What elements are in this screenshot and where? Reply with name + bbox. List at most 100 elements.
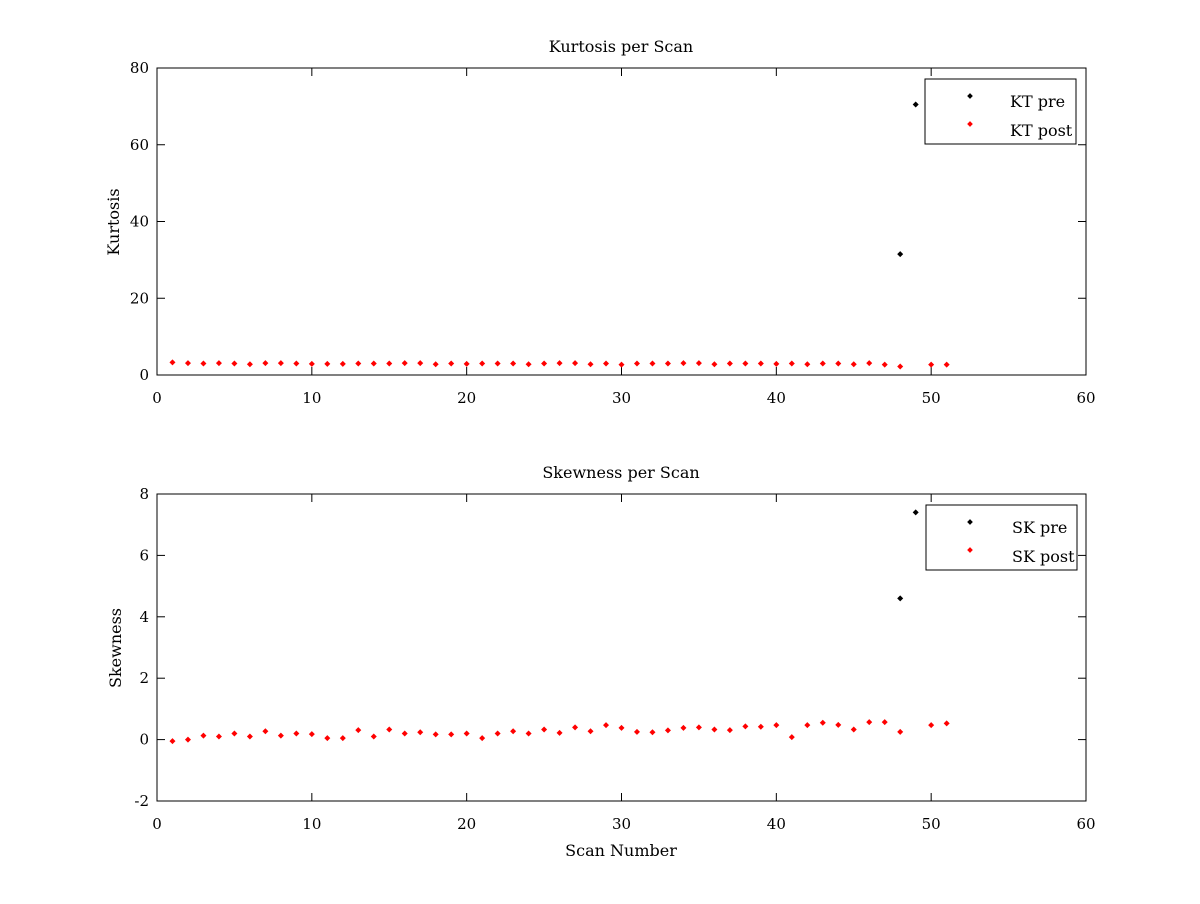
data-point-sk-post <box>370 733 377 740</box>
data-point-kt-post <box>680 360 687 367</box>
data-point-sk-post <box>448 731 455 738</box>
data-point-kt-post <box>572 360 579 367</box>
data-point-sk-post <box>556 729 563 736</box>
kurtosis-x-tick-label: 20 <box>457 389 476 407</box>
data-point-kt-post <box>463 360 470 367</box>
data-point-sk-post <box>339 735 346 742</box>
skewness-y-tick-label: 0 <box>139 731 149 749</box>
data-point-kt-post <box>308 360 315 367</box>
data-point-kt-post <box>881 361 888 368</box>
kurtosis-x-tick-label: 30 <box>612 389 631 407</box>
kurtosis-ticks: 0 10 20 30 40 50 60 0 20 40 60 80 <box>130 59 1096 407</box>
data-point-kt-post <box>277 360 284 367</box>
data-point-sk-post <box>541 726 548 733</box>
data-point-sk-post <box>943 720 950 727</box>
kurtosis-legend-box <box>924 78 1077 145</box>
data-point-sk-post <box>835 721 842 728</box>
skewness-x-tick-label: 0 <box>152 815 162 833</box>
skewness-y-tick-label: 2 <box>139 669 149 687</box>
data-point-kt-post <box>401 360 408 367</box>
data-point-sk-post <box>200 732 207 739</box>
data-point-kt-post <box>773 360 780 367</box>
data-point-sk-post <box>757 723 764 730</box>
data-point-sk-post <box>618 724 625 731</box>
data-point-sk-post <box>215 733 222 740</box>
data-point-sk-post <box>308 731 315 738</box>
data-point-kt-post <box>525 361 532 368</box>
data-point-kt-pre <box>897 251 904 258</box>
skewness-y-axis-label: Skewness <box>106 608 125 688</box>
data-point-kt-pre <box>912 101 919 108</box>
data-point-sk-post <box>417 729 424 736</box>
data-point-sk-post <box>633 728 640 735</box>
data-point-sk-pre <box>897 595 904 602</box>
data-point-kt-post <box>262 360 269 367</box>
data-point-sk-post <box>386 726 393 733</box>
legend-label-sk-post: SK post <box>1012 547 1075 566</box>
data-point-kt-post <box>819 360 826 367</box>
data-point-kt-post <box>200 360 207 367</box>
data-point-sk-post <box>788 734 795 741</box>
data-point-kt-post <box>711 361 718 368</box>
skewness-x-tick-label: 50 <box>922 815 941 833</box>
kurtosis-x-tick-label: 10 <box>302 389 321 407</box>
data-point-sk-post <box>680 724 687 731</box>
data-point-sk-post <box>277 732 284 739</box>
data-point-kt-post <box>788 360 795 367</box>
data-point-sk-post <box>587 728 594 735</box>
data-point-sk-post <box>262 728 269 735</box>
data-point-sk-post <box>355 727 362 734</box>
data-point-kt-post <box>324 360 331 367</box>
data-point-sk-post <box>494 730 501 737</box>
data-point-sk-post <box>463 730 470 737</box>
kurtosis-x-tick-label: 50 <box>922 389 941 407</box>
skewness-legend-box <box>925 504 1078 571</box>
skewness-y-tick-label: 4 <box>139 608 149 626</box>
legend-marker-kt-pre <box>967 93 973 99</box>
data-point-kt-post <box>742 360 749 367</box>
data-point-kt-post <box>618 361 625 368</box>
data-point-sk-post <box>649 729 656 736</box>
data-point-sk-post <box>819 719 826 726</box>
data-point-kt-post <box>757 360 764 367</box>
data-point-sk-post <box>525 730 532 737</box>
data-point-sk-post <box>881 719 888 726</box>
skewness-chart-title: Skewness per Scan <box>542 463 699 482</box>
data-point-kt-post <box>355 360 362 367</box>
legend-label-kt-post: KT post <box>1010 121 1073 140</box>
data-point-sk-post <box>711 726 718 733</box>
data-point-sk-post <box>572 724 579 731</box>
data-point-kt-post <box>541 360 548 367</box>
data-point-sk-post <box>169 738 176 745</box>
kurtosis-y-tick-label: 60 <box>130 136 149 154</box>
data-point-kt-post <box>587 361 594 368</box>
data-point-kt-post <box>494 360 501 367</box>
data-point-sk-post <box>773 722 780 729</box>
skewness-legend: SK pre SK post <box>925 504 1078 571</box>
legend-label-kt-pre: KT pre <box>1010 92 1065 111</box>
data-point-kt-post <box>231 360 238 367</box>
data-point-kt-post <box>603 360 610 367</box>
data-point-kt-post <box>386 360 393 367</box>
legend-marker-sk-post <box>967 547 973 553</box>
data-point-kt-post <box>835 360 842 367</box>
data-point-kt-post <box>804 361 811 368</box>
kurtosis-legend: KT pre KT post <box>924 78 1077 145</box>
skewness-x-tick-label: 20 <box>457 815 476 833</box>
kurtosis-y-axis-label: Kurtosis <box>104 188 123 255</box>
data-point-sk-post <box>928 722 935 729</box>
legend-label-sk-pre: SK pre <box>1012 518 1067 537</box>
data-point-sk-post <box>742 723 749 730</box>
data-point-kt-post <box>169 359 176 366</box>
skewness-x-tick-label: 40 <box>767 815 786 833</box>
data-point-kt-post <box>215 360 222 367</box>
kurtosis-x-tick-label: 40 <box>767 389 786 407</box>
skewness-x-tick-label: 30 <box>612 815 631 833</box>
kurtosis-y-tick-label: 40 <box>130 213 149 231</box>
skewness-y-tick-label: 6 <box>139 546 149 564</box>
kurtosis-y-tick-label: 0 <box>139 366 149 384</box>
data-point-sk-post <box>695 724 702 731</box>
